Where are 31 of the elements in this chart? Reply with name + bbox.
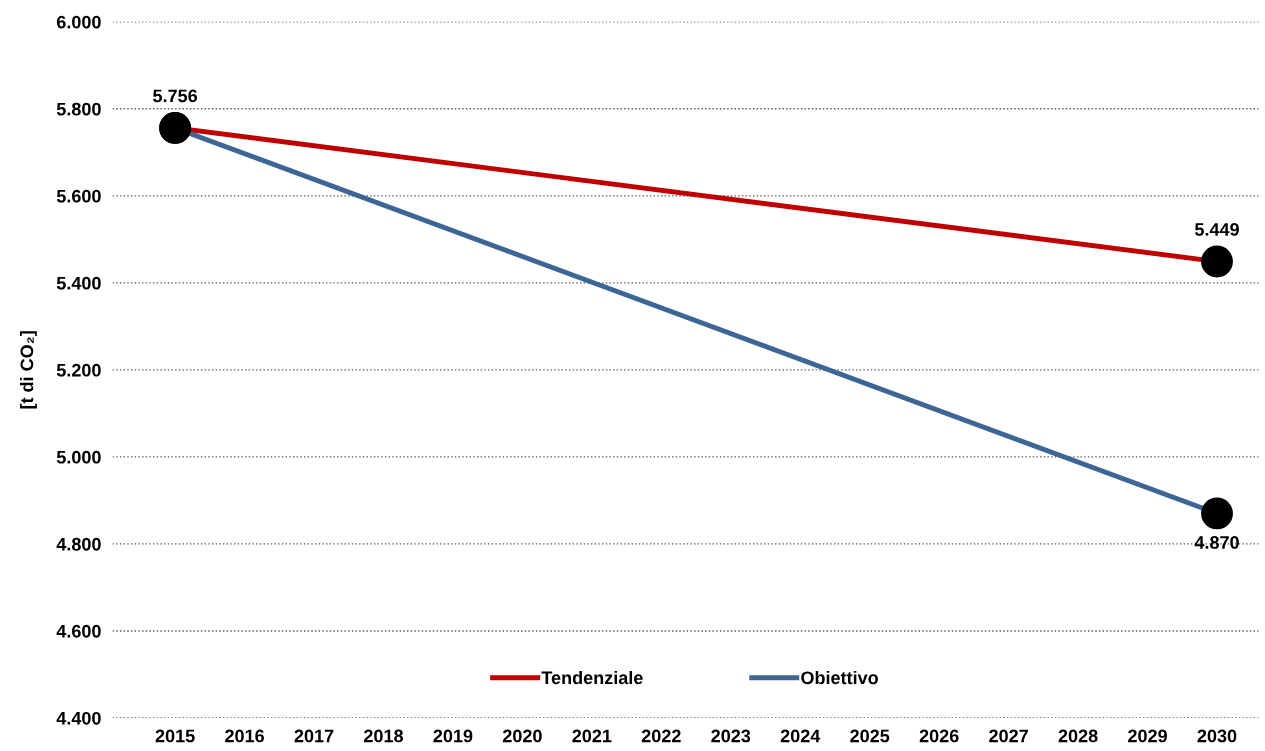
- x-tick-label: 2022: [641, 729, 681, 743]
- y-tick-label: 5.600: [56, 189, 101, 203]
- x-tick-label: 2030: [1197, 729, 1237, 743]
- legend-label: Obiettivo: [801, 670, 878, 685]
- data-label: 4.870: [1194, 536, 1239, 549]
- y-tick-label: 6.000: [56, 15, 101, 29]
- x-tick-label: 2027: [989, 729, 1028, 743]
- x-tick-label: 2020: [502, 729, 542, 743]
- y-tick-label: 4.800: [56, 537, 101, 551]
- y-tick-label: 5.000: [56, 450, 101, 464]
- data-label: 5.449: [1194, 223, 1239, 236]
- x-tick-label: 2021: [572, 729, 612, 743]
- x-tick-label: 2028: [1058, 729, 1098, 743]
- x-tick-label: 2026: [919, 729, 959, 743]
- x-tick-label: 2017: [294, 729, 334, 743]
- x-tick-label: 2016: [225, 729, 264, 743]
- y-tick-label: 5.200: [56, 363, 101, 377]
- y-tick-label: 4.600: [56, 624, 101, 638]
- y-axis-title: [t di CO₂]: [20, 331, 37, 409]
- x-tick-label: 2025: [850, 729, 890, 743]
- x-tick-label: 2015: [155, 729, 195, 743]
- legend-label: Tendenziale: [541, 670, 643, 685]
- x-tick-label: 2019: [433, 729, 473, 743]
- x-tick-label: 2029: [1128, 729, 1167, 743]
- y-tick-label: 5.400: [56, 276, 101, 290]
- y-tick-label: 5.800: [56, 102, 101, 116]
- x-tick-label: 2024: [780, 729, 821, 743]
- data-label: 5.756: [153, 89, 198, 103]
- x-tick-label: 2018: [364, 729, 404, 743]
- y-tick-label: 4.400: [56, 711, 101, 725]
- x-tick-label: 2023: [711, 729, 751, 743]
